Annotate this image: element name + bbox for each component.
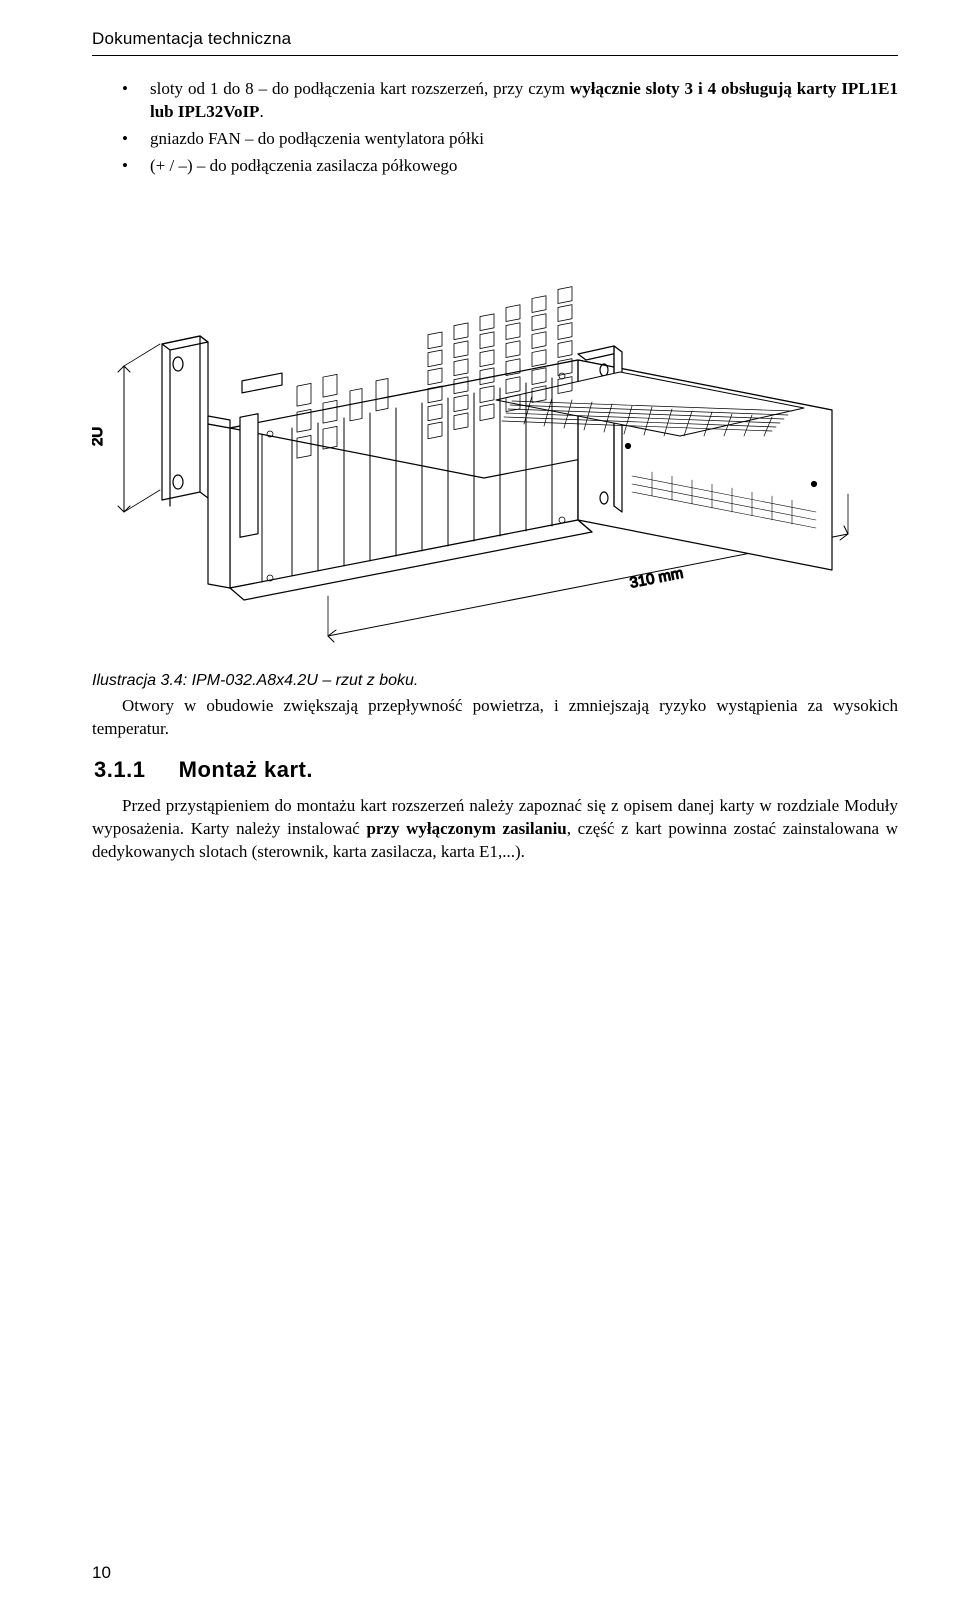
bullet-list: sloty od 1 do 8 – do podłączenia kart ro… [92,78,898,178]
device-illustration: 2U 310 mm [92,196,898,666]
list-item: (+ / –) – do podłączenia zasilacza półko… [92,155,898,178]
paragraph: Otwory w obudowie zwiększają przepływnoś… [92,695,898,741]
list-item: sloty od 1 do 8 – do podłączenia kart ro… [92,78,898,124]
figure: 2U 310 mm [92,196,898,666]
section-heading: 3.1.1 Montaż kart. [94,755,898,785]
para-text-bold: przy wyłączonym zasilaniu [366,819,566,838]
list-item: gniazdo FAN – do podłączenia wentylatora… [92,128,898,151]
page-number: 10 [92,1562,111,1585]
dim-label: 310 mm [628,564,684,591]
list-text: sloty od 1 do 8 – do podłączenia kart ro… [150,79,570,98]
running-header: Dokumentacja techniczna [92,28,898,56]
figure-caption: Ilustracja 3.4: IPM-032.A8x4.2U – rzut z… [92,670,898,692]
section-number: 3.1.1 [94,755,172,785]
list-text: . [259,102,263,121]
dim-label: 2U [92,427,106,446]
paragraph: Przed przystąpieniem do montażu kart roz… [92,795,898,864]
section-title: Montaż kart. [179,757,313,782]
